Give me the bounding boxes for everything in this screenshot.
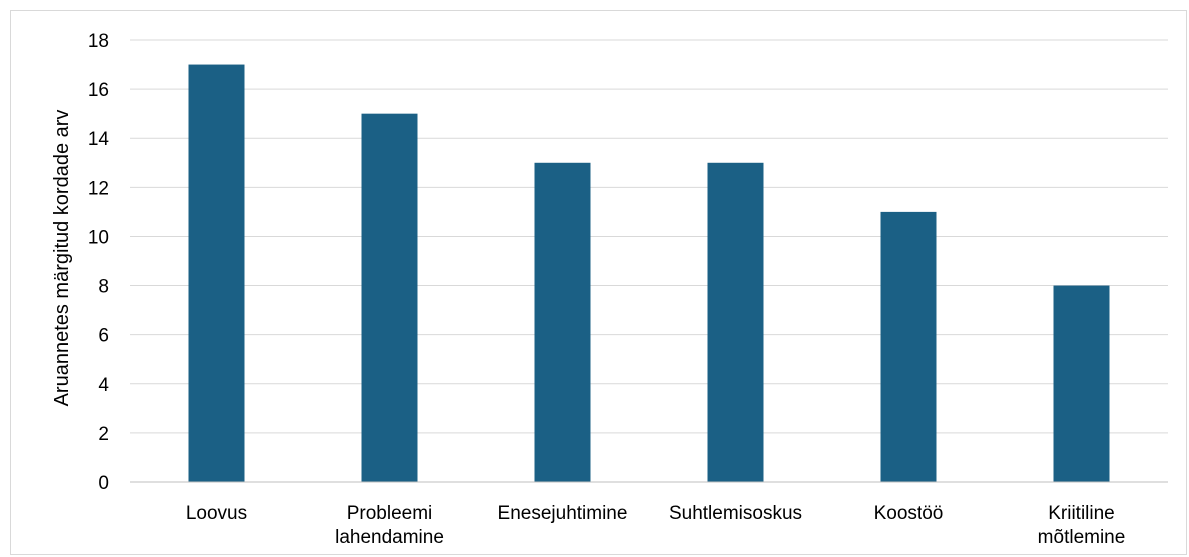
x-category-label: Enesejuhtimine [498, 503, 628, 524]
y-tick-label: 18 [88, 31, 109, 52]
y-tick-label: 14 [88, 129, 110, 150]
x-category-label: Probleemi lahendamine [335, 503, 444, 548]
y-tick-label: 2 [98, 424, 109, 445]
x-category-label: Loovus [186, 503, 247, 524]
y-tick-label: 8 [98, 277, 109, 298]
x-axis-categories: Loovus Probleemi lahendamine Enesejuhtimine… [186, 503, 1125, 548]
y-tick-label: 16 [88, 80, 109, 101]
x-category-label: Koostöö [874, 503, 944, 524]
y-tick-label: 0 [98, 473, 109, 494]
bar [188, 64, 245, 483]
x-category-label: Kriitiline mõtlemine [1038, 503, 1126, 548]
bar [880, 211, 937, 482]
y-axis-title: Aruannetes märgitud kordade arv [51, 110, 73, 407]
x-category-label: Suhtlemisoskus [669, 503, 802, 524]
gridlines [130, 39, 1168, 434]
bar [1053, 285, 1110, 482]
bar [707, 162, 764, 482]
y-tick-label: 12 [88, 178, 109, 199]
y-tick-label: 10 [88, 227, 109, 248]
bars [188, 64, 1110, 483]
bar [534, 162, 591, 482]
y-axis-ticks: 0 2 4 6 8 10 12 14 16 18 [88, 31, 110, 494]
y-tick-label: 4 [98, 375, 109, 396]
y-tick-label: 6 [98, 326, 109, 347]
bar [361, 113, 418, 483]
